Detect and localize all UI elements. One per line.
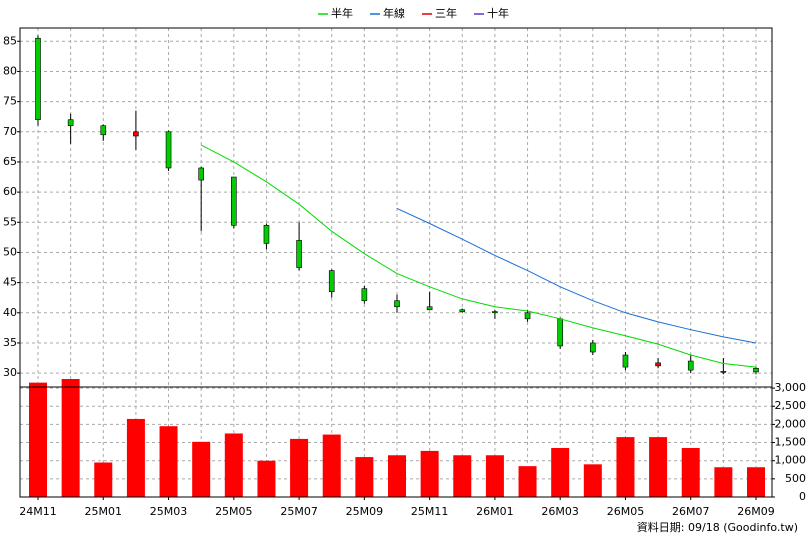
y-tick-label: 40 (3, 306, 17, 319)
volume-bar (420, 450, 439, 497)
plot-frame (19, 27, 773, 498)
candle-body (296, 240, 302, 268)
candle-body (524, 312, 531, 320)
volume-bar (583, 464, 602, 497)
y-tick-label: 65 (3, 155, 17, 168)
volume-bar (551, 447, 570, 497)
x-tick-label: 25M01 (85, 505, 123, 518)
y-tick-label: 70 (3, 125, 17, 138)
volume-bar (224, 433, 243, 497)
legend-label: 十年 (487, 6, 509, 20)
y-tick-label: 85 (3, 34, 17, 47)
x-tick-label: 25M07 (280, 505, 318, 518)
candle-body (100, 125, 107, 136)
legend-label: 年線 (383, 6, 405, 20)
volume-bar (747, 467, 765, 497)
candle-body (394, 300, 400, 308)
x-tick-label: 26M03 (541, 505, 579, 518)
candle-body (67, 119, 74, 127)
volume-bar (518, 466, 537, 497)
candle-body (165, 131, 172, 169)
volume-bar (649, 437, 668, 497)
volume-bar (29, 382, 47, 497)
candle-body (557, 318, 563, 347)
y-tick-label: 30 (3, 366, 17, 379)
y2-tick-label: 0 (799, 490, 806, 503)
volume-bar (681, 447, 700, 497)
candle-body (459, 309, 466, 312)
candle-body (263, 224, 270, 244)
y2-tick-label: 1,000 (775, 454, 807, 467)
legend-label: 半年 (331, 6, 353, 20)
volume-bar (94, 462, 113, 497)
candle-body (198, 167, 204, 181)
candle-body (753, 367, 759, 373)
volume-bar (355, 457, 374, 497)
y2-tick-label: 3,000 (775, 381, 807, 394)
x-tick-label: 26M05 (607, 505, 645, 518)
volume-bar (257, 460, 276, 497)
x-tick-label: 25M05 (215, 505, 253, 518)
candle-body (655, 362, 661, 367)
volume-bar (159, 426, 178, 497)
x-tick-label: 24M11 (19, 505, 57, 518)
x-tick-label: 26M07 (672, 505, 710, 518)
candle-body (426, 306, 433, 311)
volume-bar (322, 434, 341, 497)
candle-body (590, 342, 596, 353)
y-tick-label: 35 (3, 336, 17, 349)
x-tick-label: 25M03 (150, 505, 188, 518)
y2-tick-label: 1,500 (775, 436, 807, 449)
legend-label: 三年 (435, 6, 457, 20)
y-tick-label: 55 (3, 215, 17, 228)
volume-bar (290, 438, 309, 497)
ma-line (200, 144, 757, 368)
volume-bar (61, 379, 80, 497)
candle-body (35, 37, 41, 121)
plot-background (20, 28, 772, 497)
volume-bar (714, 467, 733, 497)
candle-body (720, 371, 727, 373)
candle-body (687, 360, 694, 371)
y2-tick-label: 2,000 (775, 417, 807, 430)
footnote: 資料日期: 09/18 (Goodinfo.tw) (637, 520, 798, 534)
candle-body (133, 131, 139, 137)
volume-bar (192, 441, 211, 497)
ma-line (396, 207, 757, 344)
y-tick-label: 50 (3, 245, 17, 258)
candle-body (328, 270, 335, 292)
y2-tick-label: 500 (785, 472, 806, 485)
x-tick-label: 25M09 (346, 505, 384, 518)
x-tick-label: 25M11 (411, 505, 449, 518)
volume-bar (616, 437, 635, 497)
x-tick-label: 26M01 (476, 505, 514, 518)
x-tick-label: 26M09 (737, 505, 775, 518)
volume-bar (388, 455, 406, 497)
candle-body (361, 288, 368, 302)
candle-body (492, 311, 498, 314)
candle-body (622, 354, 629, 368)
y-tick-label: 75 (3, 95, 17, 108)
volume-bar (453, 455, 472, 497)
y-tick-label: 45 (3, 276, 17, 289)
candle-body (231, 176, 237, 226)
y2-tick-label: 2,500 (775, 399, 807, 412)
volume-bar (485, 455, 504, 497)
y-tick-label: 60 (3, 185, 17, 198)
volume-bar (126, 418, 145, 497)
y-tick-label: 80 (3, 64, 17, 77)
